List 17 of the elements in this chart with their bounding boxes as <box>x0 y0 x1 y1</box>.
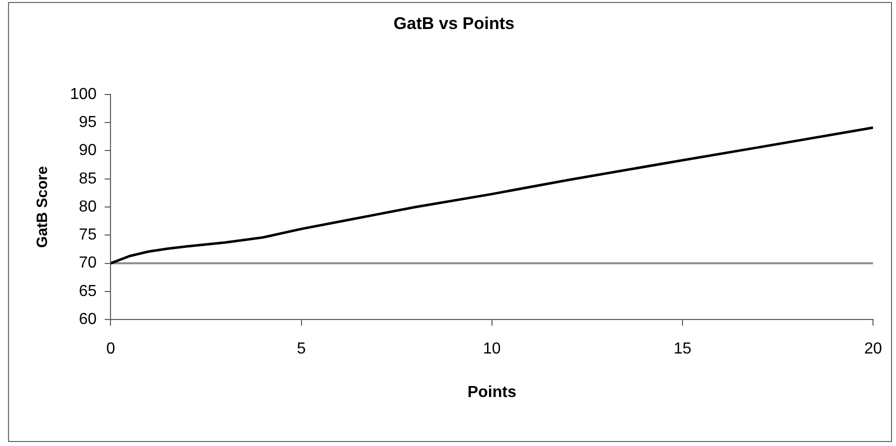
y-axis-title: GatB Score <box>34 166 52 248</box>
y-tick-label: 95 <box>78 114 97 131</box>
y-tick-label: 100 <box>70 86 97 103</box>
y-tick-label: 80 <box>78 198 97 216</box>
y-tick-label: 60 <box>78 311 97 328</box>
x-tick-label: 15 <box>674 340 692 358</box>
x-tick-label: 20 <box>864 340 882 358</box>
x-tick-label: 10 <box>483 340 501 358</box>
x-tick-label: 5 <box>296 340 306 358</box>
x-tick-label: 0 <box>106 340 116 358</box>
y-tick-label: 90 <box>78 142 97 160</box>
y-tick-label: 75 <box>78 226 97 244</box>
y-tick-label: 70 <box>78 254 97 272</box>
x-axis-title: Points <box>467 384 516 401</box>
y-tick-label: 65 <box>78 282 97 300</box>
chart-title: GatB vs Points <box>394 14 514 33</box>
y-tick-label: 85 <box>78 170 97 188</box>
